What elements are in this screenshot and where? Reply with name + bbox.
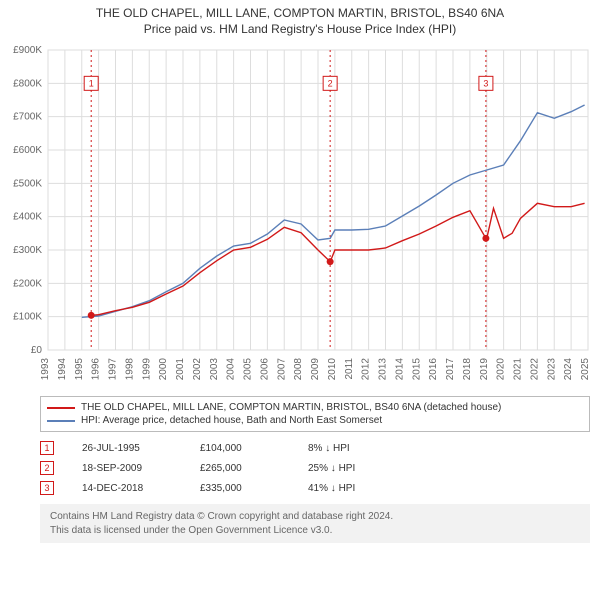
svg-text:2018: 2018 [462,358,473,381]
svg-text:2004: 2004 [226,358,237,381]
svg-text:2002: 2002 [192,358,203,381]
legend-item: HPI: Average price, detached house, Bath… [47,414,583,427]
svg-text:1999: 1999 [141,358,152,381]
event-date: 14-DEC-2018 [82,483,172,494]
event-price: £265,000 [200,463,280,474]
svg-text:2016: 2016 [428,358,439,381]
event-date: 18-SEP-2009 [82,463,172,474]
footer-line2: This data is licensed under the Open Gov… [50,524,580,538]
svg-text:2020: 2020 [496,358,507,381]
svg-text:1996: 1996 [91,358,102,381]
legend-swatch [47,407,75,409]
svg-text:1993: 1993 [40,358,51,381]
svg-text:2015: 2015 [411,358,422,381]
svg-text:2024: 2024 [563,358,574,381]
page-title-line2: Price paid vs. HM Land Registry's House … [10,22,590,36]
svg-text:£400K: £400K [13,212,42,223]
svg-text:£200K: £200K [13,278,42,289]
svg-text:3: 3 [483,78,488,88]
event-row: 2 18-SEP-2009 £265,000 25% ↓ HPI [40,458,590,478]
legend-label: HPI: Average price, detached house, Bath… [81,415,382,426]
svg-text:2014: 2014 [394,358,405,381]
event-number-box: 3 [40,481,54,495]
legend-item: THE OLD CHAPEL, MILL LANE, COMPTON MARTI… [47,401,583,414]
svg-text:2: 2 [328,78,333,88]
event-number-box: 2 [40,461,54,475]
svg-text:2022: 2022 [529,358,540,381]
svg-text:1994: 1994 [57,358,68,381]
svg-text:£600K: £600K [13,145,42,156]
svg-text:2012: 2012 [361,358,372,381]
event-number-box: 1 [40,441,54,455]
footer: Contains HM Land Registry data © Crown c… [40,504,590,543]
event-delta: 25% ↓ HPI [308,463,398,474]
svg-text:2003: 2003 [209,358,220,381]
svg-text:2008: 2008 [293,358,304,381]
title-block: THE OLD CHAPEL, MILL LANE, COMPTON MARTI… [0,0,600,40]
svg-text:2017: 2017 [445,358,456,381]
event-price: £335,000 [200,483,280,494]
event-row: 1 26-JUL-1995 £104,000 8% ↓ HPI [40,438,590,458]
svg-text:2011: 2011 [344,358,355,380]
svg-text:£800K: £800K [13,78,42,89]
svg-text:2005: 2005 [243,358,254,381]
svg-text:2000: 2000 [158,358,169,381]
svg-text:1998: 1998 [124,358,135,381]
svg-text:£100K: £100K [13,312,42,323]
svg-text:2001: 2001 [175,358,186,381]
svg-text:2006: 2006 [259,358,270,381]
event-date: 26-JUL-1995 [82,443,172,454]
svg-text:£300K: £300K [13,245,42,256]
event-price: £104,000 [200,443,280,454]
legend: THE OLD CHAPEL, MILL LANE, COMPTON MARTI… [40,396,590,432]
legend-swatch [47,420,75,422]
svg-text:1995: 1995 [74,358,85,381]
svg-text:2007: 2007 [276,358,287,381]
svg-text:1: 1 [89,78,94,88]
legend-label: THE OLD CHAPEL, MILL LANE, COMPTON MARTI… [81,402,501,413]
footer-line1: Contains HM Land Registry data © Crown c… [50,510,580,524]
svg-text:2019: 2019 [479,358,490,381]
svg-text:£500K: £500K [13,178,42,189]
event-table: 1 26-JUL-1995 £104,000 8% ↓ HPI 2 18-SEP-2009… [40,438,590,498]
svg-text:£900K: £900K [13,45,42,56]
svg-text:2013: 2013 [378,358,389,381]
event-delta: 8% ↓ HPI [308,443,398,454]
svg-text:£0: £0 [31,345,43,356]
svg-text:2021: 2021 [513,358,524,381]
svg-text:2010: 2010 [327,358,338,381]
svg-text:£700K: £700K [13,112,42,123]
svg-text:2009: 2009 [310,358,321,381]
svg-text:2023: 2023 [546,358,557,381]
page-title-line1: THE OLD CHAPEL, MILL LANE, COMPTON MARTI… [10,6,590,20]
svg-text:1997: 1997 [108,358,119,381]
svg-text:2025: 2025 [580,358,591,381]
event-row: 3 14-DEC-2018 £335,000 41% ↓ HPI [40,478,590,498]
chart-svg: £0 £100K £200K £300K £400K £500K £600K £700K £80… [0,40,600,390]
event-delta: 41% ↓ HPI [308,483,398,494]
chart: £0 £100K £200K £300K £400K £500K £600K £700K £80… [0,40,600,390]
